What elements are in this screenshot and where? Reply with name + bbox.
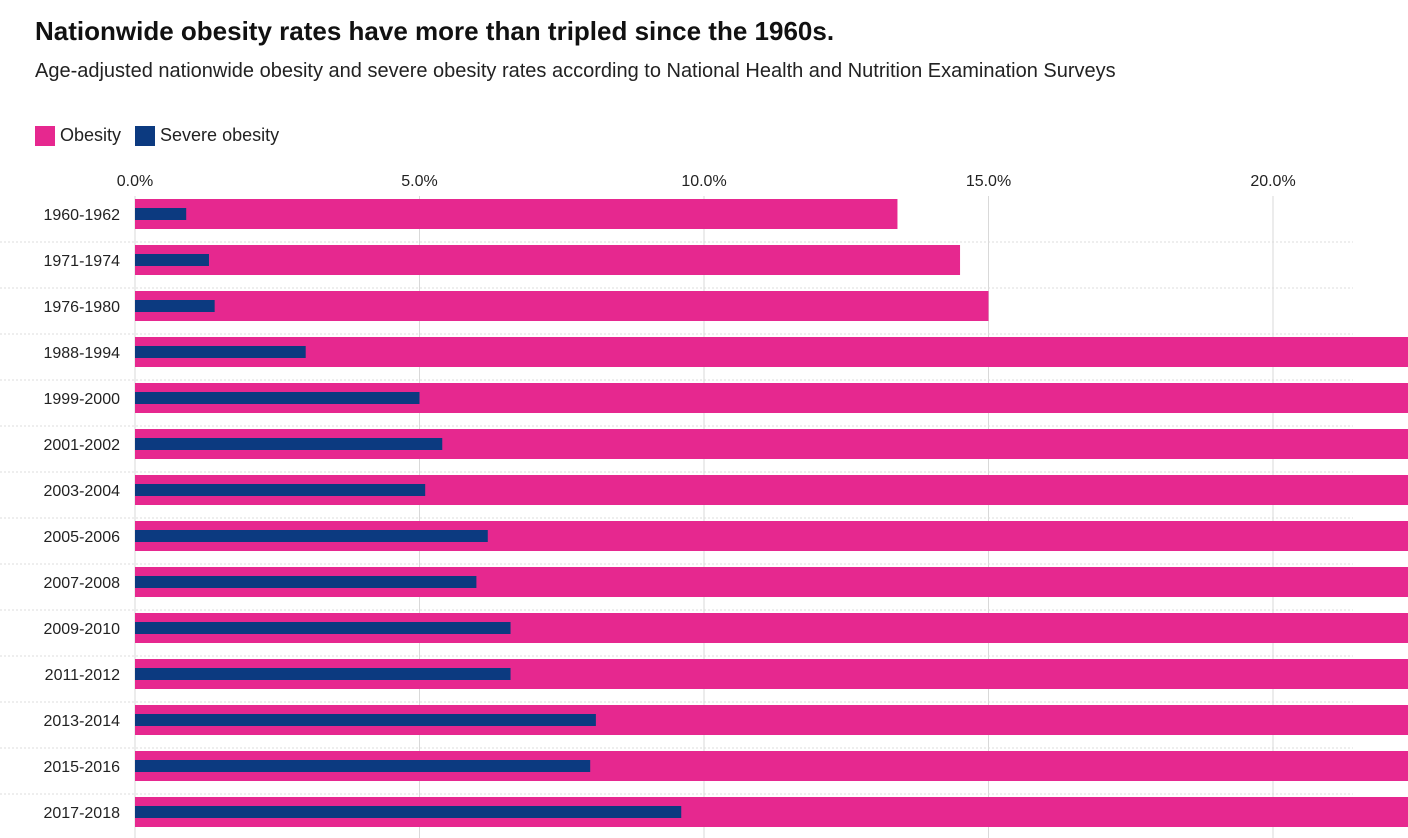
x-tick-label: 5.0% [401, 173, 437, 190]
x-tick-label: 0.0% [117, 173, 153, 190]
y-category-label: 2015-2016 [43, 759, 120, 776]
bar-chart: 0.0%5.0%10.0%15.0%20.0%25.0%30.0%35.0%40… [0, 173, 1408, 838]
legend-label-severe-obesity: Severe obesity [160, 125, 280, 145]
severe-obesity-bar [135, 300, 215, 312]
legend-item-obesity: Obesity [35, 125, 121, 146]
obesity-bar [135, 245, 961, 275]
chart-title: Nationwide obesity rates have more than … [35, 16, 835, 46]
legend-item-severe-obesity: Severe obesity [135, 125, 279, 146]
severe-obesity-bar [135, 806, 682, 818]
severe-obesity-bar [135, 346, 306, 358]
severe-obesity-bar [135, 576, 477, 588]
obesity-bar [135, 291, 989, 321]
severe-obesity-bar [135, 668, 511, 680]
legend: Obesity Severe obesity [35, 125, 293, 146]
severe-obesity-bar [135, 530, 488, 542]
y-category-label: 2009-2010 [43, 621, 120, 638]
x-tick-label: 15.0% [966, 173, 1011, 190]
obesity-bar [135, 199, 898, 229]
y-category-label: 1960-1962 [43, 207, 120, 224]
severe-obesity-bar [135, 254, 209, 266]
severe-obesity-bar [135, 622, 511, 634]
chart-subtitle: Age-adjusted nationwide obesity and seve… [35, 60, 1116, 82]
y-category-label: 2017-2018 [43, 805, 120, 822]
y-category-label: 2005-2006 [43, 529, 120, 546]
y-category-label: 2007-2008 [43, 575, 120, 592]
x-tick-label: 20.0% [1250, 173, 1295, 190]
y-category-label: 2003-2004 [43, 483, 120, 500]
legend-label-obesity: Obesity [60, 125, 122, 145]
legend-swatch-severe-obesity [135, 125, 156, 146]
y-category-label: 2011-2012 [45, 667, 120, 684]
y-category-label: 1999-2000 [43, 391, 120, 408]
y-category-label: 2001-2002 [43, 437, 120, 454]
y-category-label: 1971-1974 [43, 253, 120, 270]
severe-obesity-bar [135, 392, 420, 404]
severe-obesity-bar [135, 484, 426, 496]
severe-obesity-bar [135, 760, 591, 772]
y-category-label: 1988-1994 [43, 345, 120, 362]
obesity-bar [135, 337, 1408, 367]
x-tick-label: 10.0% [681, 173, 726, 190]
y-category-label: 2013-2014 [43, 713, 120, 730]
severe-obesity-bar [135, 714, 596, 726]
severe-obesity-bar [135, 438, 443, 450]
legend-swatch-obesity [35, 125, 55, 146]
severe-obesity-bar [135, 208, 187, 220]
y-category-label: 1976-1980 [43, 299, 120, 316]
